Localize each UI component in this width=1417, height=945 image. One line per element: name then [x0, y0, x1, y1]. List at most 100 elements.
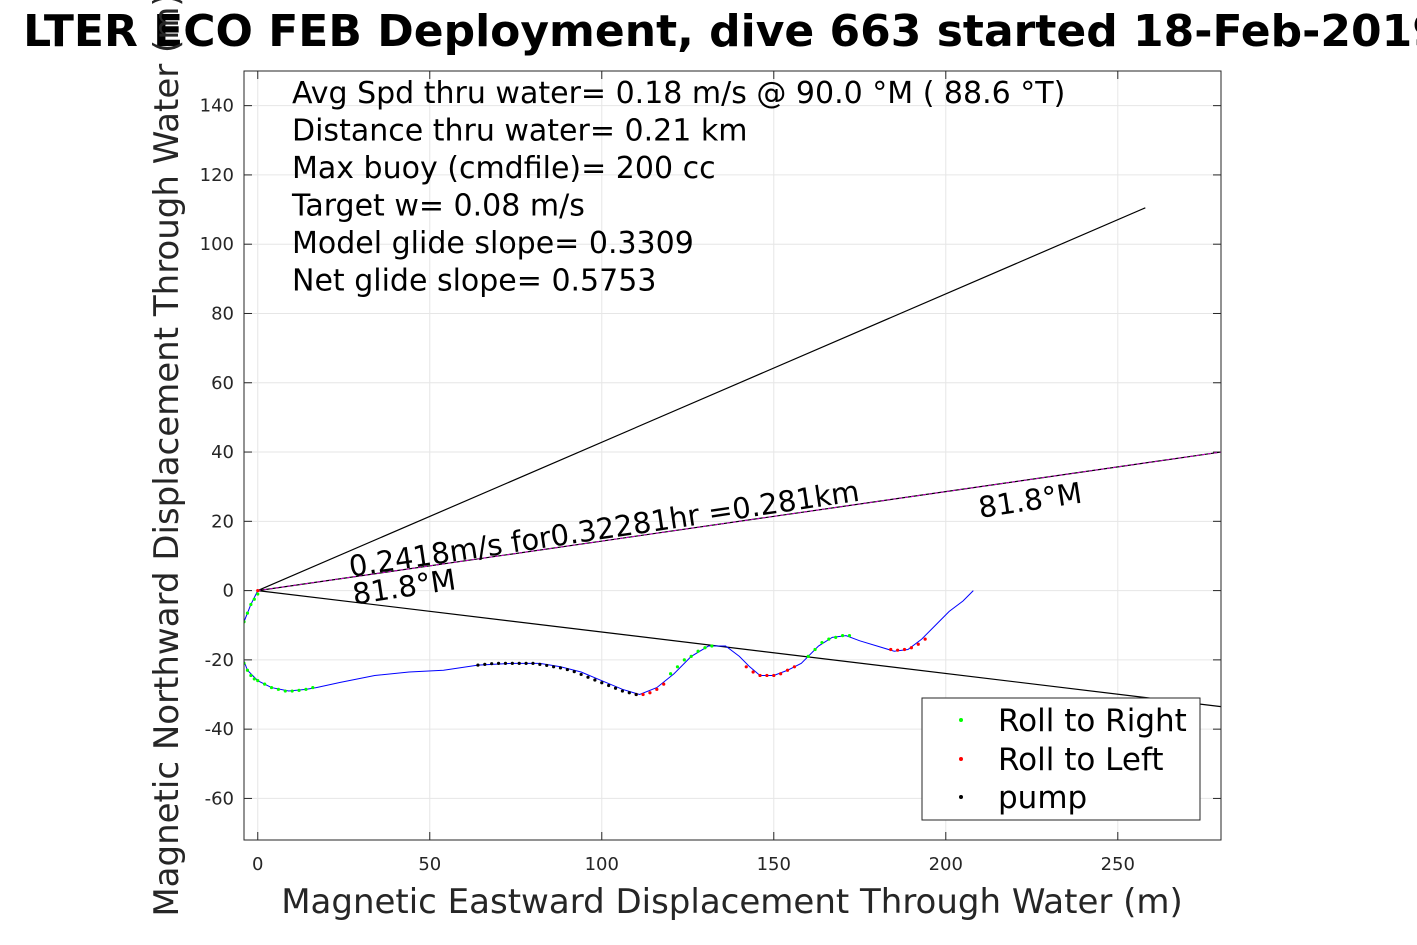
grid [244, 71, 1221, 840]
pump-point [545, 663, 549, 668]
info-box: Avg Spd thru water= 0.18 m/s @ 90.0 °M (… [291, 76, 1065, 299]
pump-point [517, 661, 521, 665]
roll-to-right-point [269, 685, 274, 690]
y-tick-label: 60 [211, 373, 234, 394]
roll-to-left-point [641, 692, 645, 697]
legend-marker-roll-right [959, 718, 963, 722]
x-tick-label: 100 [585, 854, 619, 875]
roll-to-left-point [662, 682, 666, 686]
y-axis-label: Magnetic Northward Displacement Through … [147, 0, 187, 917]
roll-to-right-point [675, 665, 680, 669]
pump-point [490, 662, 494, 666]
roll-to-right-point [283, 689, 287, 693]
roll-to-left-point [648, 691, 652, 695]
pump-point [607, 683, 611, 688]
roll-to-left-point [923, 637, 927, 641]
info-line: Avg Spd thru water= 0.18 m/s @ 90.0 °M (… [292, 76, 1065, 111]
glider-track-line [244, 590, 974, 696]
roll-to-left-point [792, 665, 797, 669]
pump-point [565, 667, 569, 672]
roll-to-right-point [820, 640, 824, 645]
roll-to-right-point [297, 688, 301, 692]
info-line: Model glide slope= 0.3309 [292, 226, 694, 261]
roll-to-left-point [758, 673, 762, 678]
roll-to-left-point [909, 646, 913, 650]
x-tick-label: 0 [252, 854, 263, 875]
pump-point [538, 662, 542, 666]
legend-label-roll-left: Roll to Left [998, 742, 1164, 778]
roll-to-right-point [834, 635, 838, 639]
roll-to-left-point [751, 670, 755, 674]
roll-to-left-point [785, 668, 790, 672]
roll-to-right-point [276, 687, 281, 691]
roll-to-left-point [655, 687, 659, 691]
data-layer [241, 207, 1221, 708]
axes-box [243, 70, 1222, 841]
x-tick-label: 250 [1101, 854, 1135, 875]
roll-to-right-point [245, 668, 250, 672]
y-tick-label: 80 [211, 303, 234, 324]
y-tick-label: 140 [200, 96, 234, 117]
roll-to-right-point [249, 602, 253, 607]
roll-to-left-point [256, 588, 260, 593]
roll-to-right-point [263, 682, 267, 686]
pump-point [613, 686, 618, 690]
roll-to-right-point [696, 649, 700, 653]
x-tick-label: 150 [757, 854, 791, 875]
roll-to-right-point [710, 644, 714, 648]
roll-to-left-point [902, 647, 907, 652]
lower-bound-line [257, 589, 1221, 708]
pump-point [586, 675, 590, 679]
roll-to-right-point [840, 634, 845, 638]
roll-to-left-point [889, 647, 893, 652]
roll-to-right-point [245, 611, 250, 615]
roll-to-right-point [806, 654, 810, 659]
info-line: Distance thru water= 0.21 km [292, 114, 747, 149]
roll-to-right-point [249, 673, 253, 678]
x-axis-label: Magnetic Eastward Displacement Through W… [281, 882, 1183, 922]
roll-to-left-point [765, 673, 769, 678]
y-tick-label: 100 [200, 234, 234, 255]
roll-to-right-point [703, 646, 707, 650]
pump-point [627, 691, 631, 695]
y-tick-label: 0 [223, 581, 234, 602]
roll-to-right-point [689, 654, 693, 659]
legend-label-pump: pump [998, 780, 1087, 816]
roll-to-right-point [847, 634, 852, 638]
roll-to-left-point [744, 665, 748, 669]
axis-ticks: 0 50 100 150 200 250 -60 -40 -20 0 20 40 60 80 100 120 1… [200, 71, 1221, 875]
legend-marker-roll-left [959, 757, 963, 761]
pump-point [600, 681, 604, 685]
pump-point [510, 661, 514, 665]
legend-marker-pump [959, 795, 963, 799]
roll-to-right-point [311, 685, 315, 690]
pump-point [593, 678, 597, 682]
pump-point [483, 662, 487, 666]
chart-title: LTER ECO FEB Deployment, dive 663 starte… [23, 6, 1417, 57]
roll-to-right-point [252, 597, 256, 601]
y-tick-label: 40 [211, 442, 234, 463]
roll-to-right-point [252, 677, 256, 681]
x-tick-label: 50 [418, 854, 441, 875]
pump-point [579, 672, 583, 677]
info-line: Net glide slope= 0.5753 [292, 264, 656, 299]
pump-point [620, 689, 625, 693]
y-tick-label: -20 [205, 650, 234, 671]
info-line: Target w= 0.08 m/s [291, 189, 585, 224]
roll-to-right-point [827, 637, 831, 641]
pump-point [496, 661, 501, 665]
pump-point [558, 666, 563, 670]
y-tick-label: 120 [200, 165, 234, 186]
roll-to-right-point [241, 641, 244, 644]
pump-point [476, 663, 480, 667]
roll-to-right-point [256, 592, 260, 596]
pump-point [552, 665, 556, 669]
roll-to-left-point [772, 673, 776, 678]
info-line: Max buoy (cmdfile)= 200 cc [292, 151, 716, 186]
y-tick-label: 20 [211, 511, 234, 532]
roll-to-left-point [896, 648, 900, 652]
roll-to-right-point [241, 651, 244, 654]
pump-point [572, 670, 576, 674]
pump-point [634, 692, 638, 697]
